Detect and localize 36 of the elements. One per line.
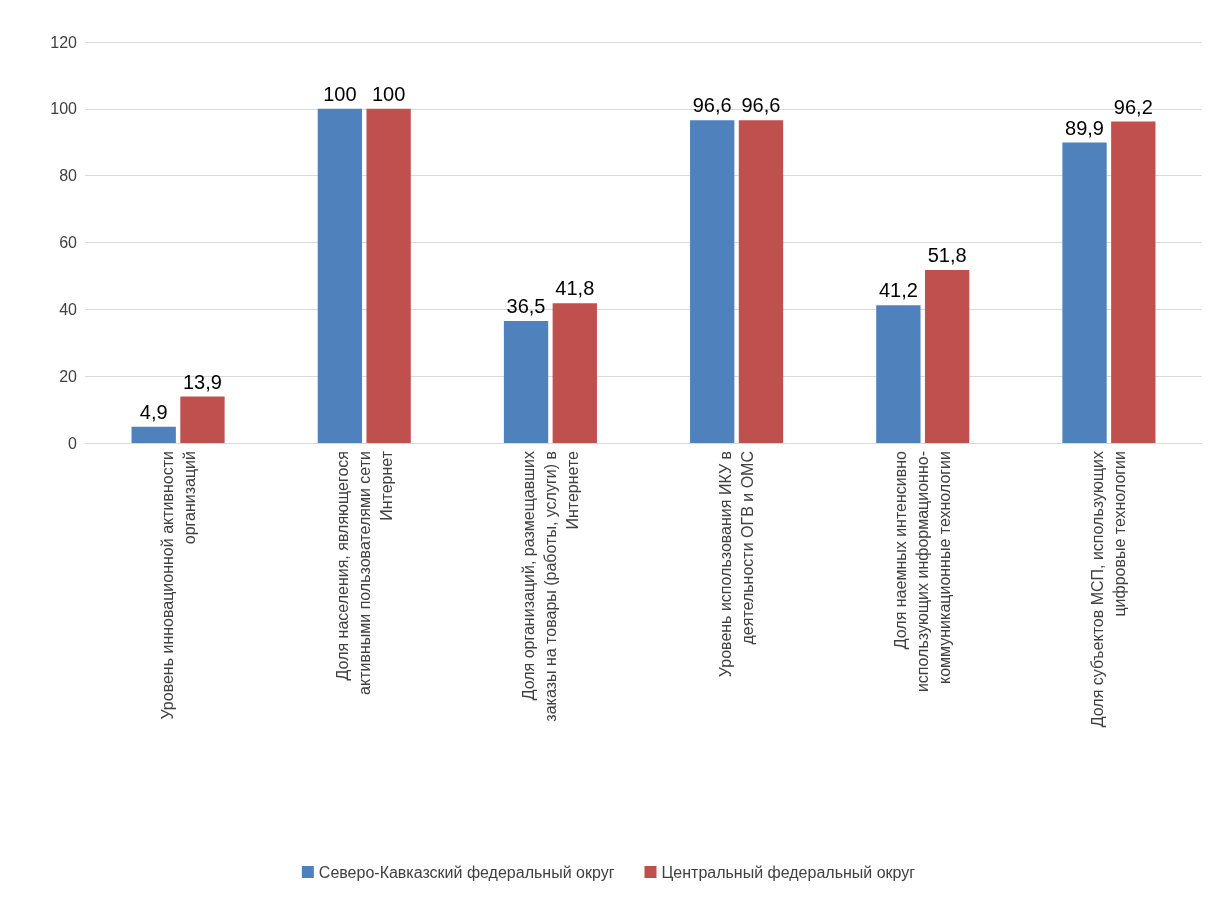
y-tick-label: 80	[59, 167, 78, 185]
data-label: 36,5	[506, 295, 546, 318]
bar	[317, 108, 363, 443]
bar	[180, 396, 225, 443]
data-label: 100	[371, 82, 406, 105]
bar	[876, 305, 921, 443]
x-tick-label: Уровень инновационной активности организаций	[158, 451, 198, 720]
data-label: 96,2	[1113, 95, 1153, 118]
bar	[552, 303, 597, 443]
bar	[131, 426, 176, 443]
y-tick-label: 20	[59, 367, 78, 385]
x-tick-label: Доля организаций, размещавших заказы на товары (работы, услуги) в Интернете	[519, 450, 581, 722]
bar	[503, 321, 549, 443]
x-tick-label: Доля населения, являющегося активными пользователями сети Интернет	[333, 450, 395, 695]
data-label: 51,8	[927, 243, 967, 266]
data-label: 100	[323, 82, 357, 105]
data-label: 13,9	[182, 370, 222, 393]
bar	[1111, 121, 1156, 443]
y-tick-label: 120	[50, 33, 78, 51]
legend-label: Северо-Кавказский федеральный округ	[318, 863, 615, 881]
data-label: 96,6	[741, 94, 781, 117]
y-tick-label: 40	[59, 300, 78, 318]
data-label: 41,2	[878, 279, 918, 302]
bar	[924, 269, 970, 443]
bar	[366, 108, 411, 443]
data-label: 41,8	[555, 277, 595, 300]
data-label: 89,9	[1065, 116, 1105, 139]
bar	[738, 120, 784, 443]
data-label: 96,6	[692, 94, 732, 117]
bar	[1062, 142, 1107, 443]
legend-label: Центральный федеральный округ	[661, 863, 916, 881]
data-label: 4,9	[139, 400, 168, 423]
y-tick-label: 60	[59, 234, 78, 251]
bar	[690, 120, 735, 443]
y-tick-label: 100	[50, 100, 78, 118]
y-tick-label: 0	[68, 434, 78, 452]
